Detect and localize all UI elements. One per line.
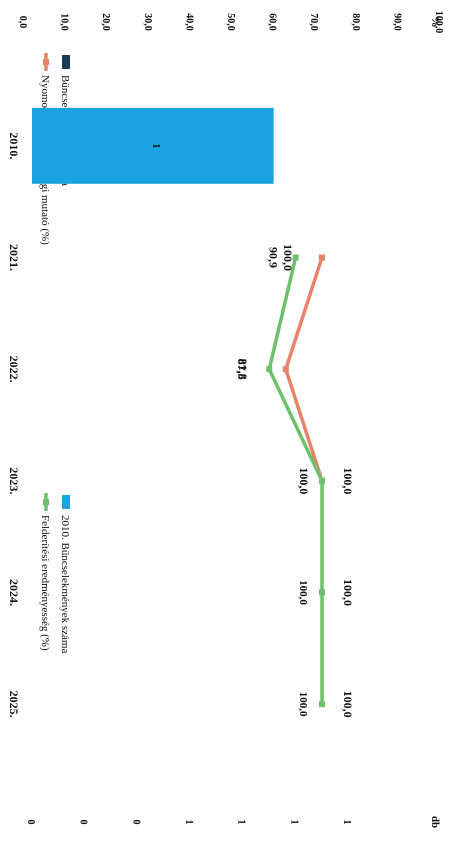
left-axis-tick: 1 — [236, 820, 247, 825]
category-label: 2023. — [7, 467, 21, 494]
bar-value-label: 1 — [150, 143, 161, 148]
left-axis-tick: 0 — [130, 820, 141, 825]
green-value-label: 90,9 — [267, 247, 281, 268]
series-point — [319, 254, 325, 261]
right-axis-tick: 70,0 — [308, 13, 319, 31]
series-point — [282, 366, 289, 373]
series-point — [319, 701, 325, 708]
right-axis-tick: 20,0 — [100, 13, 111, 31]
series-point — [266, 366, 273, 373]
left-axis-tick: 0 — [25, 820, 36, 825]
bar — [32, 107, 274, 184]
category-label: 2025. — [7, 691, 21, 718]
green-value-label: 81,8 — [236, 359, 250, 380]
green-value-label: 100,0 — [297, 467, 311, 494]
legend-label: 2010. Bűncselekmények száma — [59, 515, 71, 653]
marks: 190,9 100,087,581,8100,0100,0100,0100,010… — [32, 107, 355, 718]
left-axis-tick: 1 — [288, 820, 299, 825]
right-axis-tick: 30,0 — [142, 13, 153, 31]
legend-marker — [43, 499, 49, 505]
left-axis-unit: db — [429, 816, 441, 828]
series-line — [284, 256, 324, 482]
right-axis-tick: 50,0 — [225, 13, 236, 31]
right-axis-tick: 90,0 — [391, 13, 402, 31]
green-value-label-axis: 100,0 — [297, 692, 309, 717]
category-label: 2022. — [7, 356, 21, 383]
legend-swatch — [62, 495, 70, 509]
legend-swatch — [62, 55, 70, 69]
category-label: 2021. — [7, 244, 21, 271]
orange-value-label: 87,5 — [235, 359, 249, 380]
category-label: 2010. — [7, 132, 21, 159]
legend-marker — [43, 59, 49, 65]
legend-label: Felderítési eredményesség (%) — [39, 515, 51, 651]
right-axis-tick: 60,0 — [267, 13, 278, 31]
left-axis-tick: 1 — [183, 820, 194, 825]
green-value-label-axis: 100,0 — [297, 580, 309, 605]
right-axis-tick: 0,0 — [17, 16, 28, 29]
right-axis-tick: 80,0 — [350, 13, 361, 31]
series-point — [292, 254, 299, 261]
right-axis-tick: 40,0 — [183, 13, 194, 31]
left-axis-tick: 0 — [78, 820, 89, 825]
axes: % db 0,0 10,0 20,0 30,0 40,0 50,0 60,0 70,0 80,0 90… — [7, 11, 444, 828]
series-line — [267, 257, 324, 705]
orange-value-label: 100,0 — [341, 467, 355, 494]
category-label: 2024. — [7, 579, 21, 606]
right-axis-unit: % — [429, 17, 441, 28]
series-point — [319, 589, 325, 596]
orange-value-label: 100,0 — [281, 244, 295, 271]
right-axis-tick: 100,0 — [433, 11, 444, 34]
green-value-label: 100,0 — [341, 691, 355, 718]
series-point — [319, 477, 325, 484]
green-value-label: 100,0 — [341, 579, 355, 606]
left-axis-tick: 1 — [341, 820, 352, 825]
right-axis-tick: 10,0 — [59, 13, 70, 31]
